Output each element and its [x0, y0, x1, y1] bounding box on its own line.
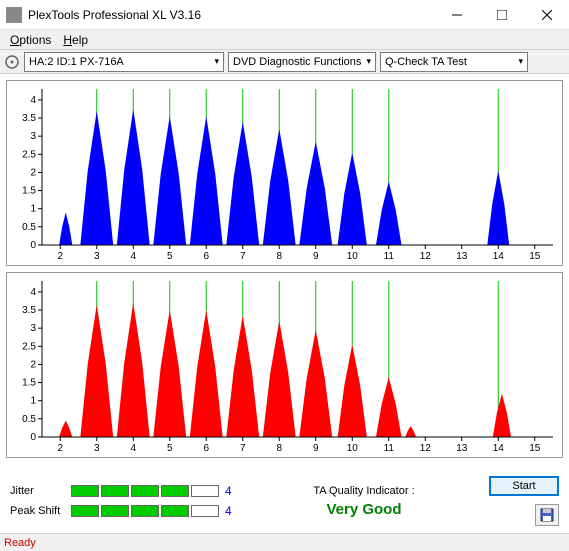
svg-text:2: 2	[57, 251, 63, 262]
svg-text:15: 15	[529, 251, 541, 262]
ta-value: Very Good	[247, 501, 481, 518]
svg-text:4: 4	[130, 443, 136, 454]
svg-text:3.5: 3.5	[22, 113, 36, 124]
svg-text:11: 11	[384, 443, 395, 454]
titlebar: PlexTools Professional XL V3.16	[0, 0, 569, 30]
bar-segment	[131, 485, 159, 497]
maximize-button[interactable]	[479, 0, 524, 30]
svg-text:6: 6	[203, 443, 209, 454]
menu-options[interactable]: Options	[4, 31, 57, 49]
bar-segment	[191, 485, 219, 497]
svg-text:9: 9	[313, 443, 319, 454]
svg-text:5: 5	[167, 443, 173, 454]
svg-text:6: 6	[203, 251, 209, 262]
svg-text:10: 10	[347, 443, 359, 454]
svg-text:2.5: 2.5	[22, 341, 36, 352]
peakshift-label: Peak Shift	[10, 505, 65, 517]
app-icon	[6, 7, 22, 23]
ta-block: TA Quality Indicator : Very Good	[247, 485, 481, 518]
svg-text:15: 15	[529, 443, 541, 454]
svg-text:13: 13	[456, 251, 468, 262]
peakshift-bars	[71, 505, 219, 517]
minimize-button[interactable]	[434, 0, 479, 30]
start-button[interactable]: Start	[489, 476, 559, 496]
top-chart-svg: 0 0.5 1 1.5 2 2.5 3 3.5 4 2 3 4 5 6 7 8 9 10 11 12 13 14 15	[7, 81, 562, 265]
bar-segment	[131, 505, 159, 517]
svg-text:8: 8	[276, 251, 282, 262]
svg-text:2: 2	[57, 443, 63, 454]
drive-icon	[4, 54, 20, 70]
svg-text:4: 4	[30, 95, 36, 106]
svg-text:1: 1	[30, 204, 36, 215]
drive-dropdown[interactable]: HA:2 ID:1 PX-716A	[24, 52, 224, 72]
jitter-row: Jitter 4	[10, 484, 239, 498]
test-dropdown[interactable]: Q-Check TA Test	[380, 52, 528, 72]
menu-help[interactable]: Help	[57, 31, 94, 49]
save-icon-button[interactable]	[535, 504, 559, 526]
svg-text:5: 5	[167, 251, 173, 262]
bar-segment	[101, 505, 129, 517]
svg-text:11: 11	[384, 251, 395, 262]
menubar: Options Help	[0, 30, 569, 50]
window-title: PlexTools Professional XL V3.16	[28, 8, 434, 22]
svg-text:1: 1	[30, 396, 36, 407]
svg-text:0: 0	[30, 432, 36, 443]
svg-text:4: 4	[130, 251, 136, 262]
svg-text:7: 7	[240, 251, 246, 262]
svg-text:14: 14	[493, 251, 505, 262]
statusbar: Ready	[0, 533, 569, 551]
bottom-chart-svg: 0 0.5 1 1.5 2 2.5 3 3.5 4 2 3 4 5 6 7 8 9 10 11 12 13 14 15	[7, 273, 562, 457]
svg-text:4: 4	[30, 287, 36, 298]
svg-text:3: 3	[30, 323, 36, 334]
peakshift-value: 4	[225, 504, 239, 518]
ta-label: TA Quality Indicator :	[247, 485, 481, 497]
svg-text:10: 10	[347, 251, 359, 262]
svg-text:0.5: 0.5	[22, 222, 36, 233]
close-button[interactable]	[524, 0, 569, 30]
charts-area: 00.511.522.533.5423456789101112131415 00…	[0, 74, 569, 470]
toolbar: HA:2 ID:1 PX-716A DVD Diagnostic Functio…	[0, 50, 569, 74]
jitter-value: 4	[225, 484, 239, 498]
bar-segment	[191, 505, 219, 517]
svg-text:2.5: 2.5	[22, 149, 36, 160]
svg-text:2: 2	[30, 359, 36, 370]
right-buttons: Start	[489, 476, 559, 526]
svg-text:14: 14	[493, 443, 505, 454]
svg-text:8: 8	[276, 443, 282, 454]
svg-text:3: 3	[94, 251, 100, 262]
peakshift-row: Peak Shift 4	[10, 504, 239, 518]
svg-text:7: 7	[240, 443, 246, 454]
bar-segment	[161, 485, 189, 497]
bar-segment	[71, 485, 99, 497]
bar-segment	[161, 505, 189, 517]
svg-text:12: 12	[420, 251, 432, 262]
svg-text:0.5: 0.5	[22, 414, 36, 425]
jitter-bars	[71, 485, 219, 497]
svg-text:12: 12	[420, 443, 432, 454]
bar-segment	[71, 505, 99, 517]
jitter-label: Jitter	[10, 485, 65, 497]
svg-text:2: 2	[30, 167, 36, 178]
svg-text:3: 3	[30, 131, 36, 142]
top-chart: 0 0.5 1 1.5 2 2.5 3 3.5 4 2 3 4 5 6 7 8 9 10 11 12 13 14 15	[6, 80, 563, 266]
metrics-block: Jitter 4 Peak Shift 4	[10, 484, 239, 518]
status-text: Ready	[4, 537, 36, 549]
bar-segment	[101, 485, 129, 497]
svg-text:1.5: 1.5	[22, 378, 36, 389]
svg-text:3.5: 3.5	[22, 305, 36, 316]
svg-text:3: 3	[94, 443, 100, 454]
svg-text:1.5: 1.5	[22, 186, 36, 197]
bottom-panel: Jitter 4 Peak Shift 4 TA Quality Indicat…	[0, 470, 569, 532]
svg-text:13: 13	[456, 443, 468, 454]
bottom-chart: 0 0.5 1 1.5 2 2.5 3 3.5 4 2 3 4 5 6 7 8 9 10 11 12 13 14 15	[6, 272, 563, 458]
svg-text:0: 0	[30, 240, 36, 251]
svg-text:9: 9	[313, 251, 319, 262]
floppy-icon	[540, 508, 554, 522]
function-dropdown[interactable]: DVD Diagnostic Functions	[228, 52, 376, 72]
